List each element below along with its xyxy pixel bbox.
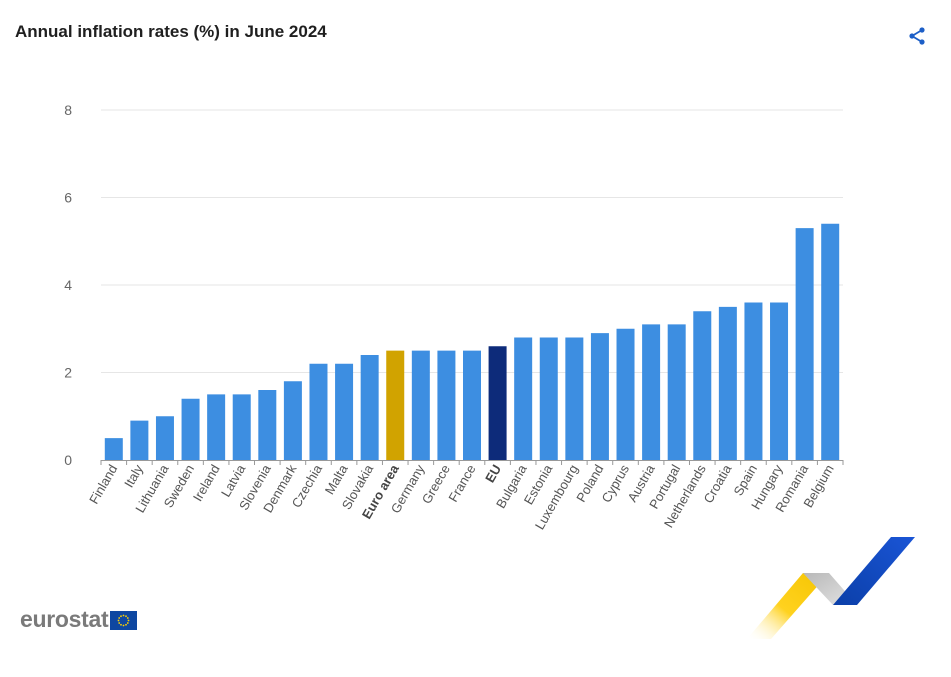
bar-estonia[interactable] [539,337,558,461]
bar-lithuania[interactable] [155,416,174,460]
y-tick-label: 0 [64,452,72,468]
bar-belgium[interactable] [821,223,840,460]
y-tick-label: 4 [64,277,72,293]
eu-flag-icon [110,611,138,630]
share-icon[interactable] [908,26,928,46]
x-tick-label: EU [482,462,504,485]
bar-netherlands[interactable] [693,311,712,460]
y-tick-label: 6 [64,190,72,206]
x-tick-label: Finland [86,462,120,506]
y-tick-label: 2 [64,365,72,381]
bar-romania[interactable] [795,228,814,460]
bar-cyprus[interactable] [616,328,635,460]
bar-ireland[interactable] [207,394,226,460]
bar-portugal[interactable] [667,324,686,460]
bar-sweden[interactable] [181,398,200,460]
bar-france[interactable] [463,350,481,460]
bar-austria[interactable] [642,324,661,460]
bar-spain[interactable] [744,302,763,461]
eurostat-logo: eurostat [20,606,138,633]
x-axis-ticks: Finland ItalyLithuaniaSwedenIrelandLatvia… [86,461,837,532]
bar-poland[interactable] [590,333,609,460]
bar-latvia[interactable] [232,394,251,460]
bar-bulgaria[interactable] [514,337,533,461]
bar-czechia[interactable] [309,363,328,460]
bar-italy[interactable] [130,420,149,460]
chart-title: Annual inflation rates (%) in June 2024 [15,22,327,41]
bar-malta[interactable] [335,363,354,460]
bar-luxembourg[interactable] [565,337,584,461]
x-axis [100,460,844,465]
x-tick-label: Italy [121,462,146,491]
y-axis-ticks: 0 2 4 6 8 [64,102,72,468]
eurostat-ribbon-graphic [747,537,915,639]
bar-chart: 0 2 4 6 8 Finland ItalyLithuaniaSwedenIreland… [64,102,844,532]
bar-slovenia[interactable] [258,390,277,460]
bar-greece[interactable] [437,350,456,460]
bars [104,223,840,461]
bar-slovakia[interactable] [360,355,379,460]
y-tick-label: 8 [64,102,72,118]
logo-text: eurostat [20,606,109,632]
bar-eu[interactable] [488,346,507,460]
bar-germany[interactable] [411,350,430,460]
bar-denmark[interactable] [283,381,302,460]
bar-euro-area[interactable] [386,350,405,460]
bar-croatia[interactable] [718,306,737,460]
bar-hungary[interactable] [770,302,789,461]
bar-finland[interactable] [104,438,123,460]
